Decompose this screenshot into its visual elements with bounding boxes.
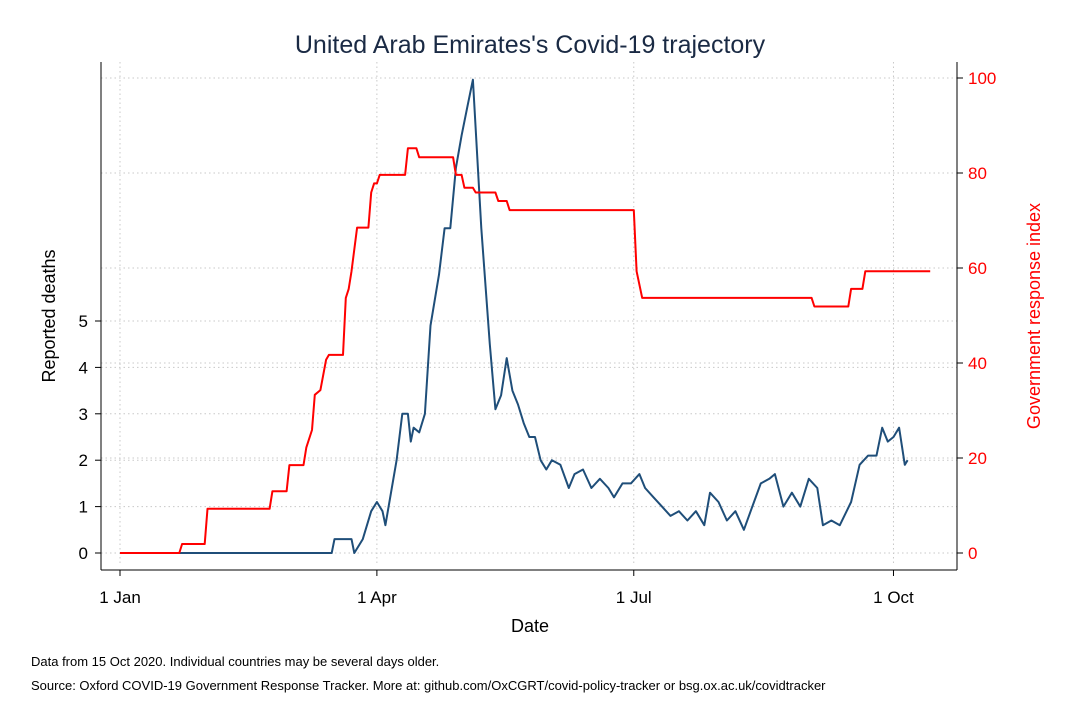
y2-tick-label: 100 [968, 69, 996, 88]
y2-tick-label: 40 [968, 354, 987, 373]
x-tick-label: 1 Jul [616, 588, 652, 607]
gridlines [101, 62, 957, 564]
data-note: Data from 15 Oct 2020. Individual countr… [31, 654, 440, 669]
chart-title: United Arab Emirates's Covid-19 trajecto… [295, 31, 766, 59]
y2-axis-label: Government response index [1024, 203, 1044, 429]
series-lines [120, 78, 931, 554]
stringency-line [120, 147, 931, 554]
x-tick-label: 1 Oct [873, 588, 914, 607]
axes: 0 1 2 3 4 5 0 20 40 60 80 100 1 Jan 1 Apr 1 Jul 1 Oct [79, 62, 996, 607]
x-axis-label: Date [511, 616, 549, 636]
y2-tick-label: 0 [968, 544, 977, 563]
y-tick-label: 0 [79, 544, 88, 563]
deaths-line [179, 78, 909, 554]
source-note: Source: Oxford COVID-19 Government Respo… [31, 678, 826, 693]
y2-tick-label: 60 [968, 259, 987, 278]
y-tick-label: 4 [79, 358, 88, 377]
y-tick-label: 5 [79, 312, 88, 331]
y-tick-label: 1 [79, 498, 88, 517]
y2-tick-label: 80 [968, 164, 987, 183]
y-tick-label: 2 [79, 451, 88, 470]
y2-tick-label: 20 [968, 449, 987, 468]
x-tick-label: 1 Apr [357, 588, 397, 607]
y-axis-label: Reported deaths [39, 249, 59, 382]
y-tick-label: 3 [79, 405, 88, 424]
x-tick-label: 1 Jan [99, 588, 141, 607]
